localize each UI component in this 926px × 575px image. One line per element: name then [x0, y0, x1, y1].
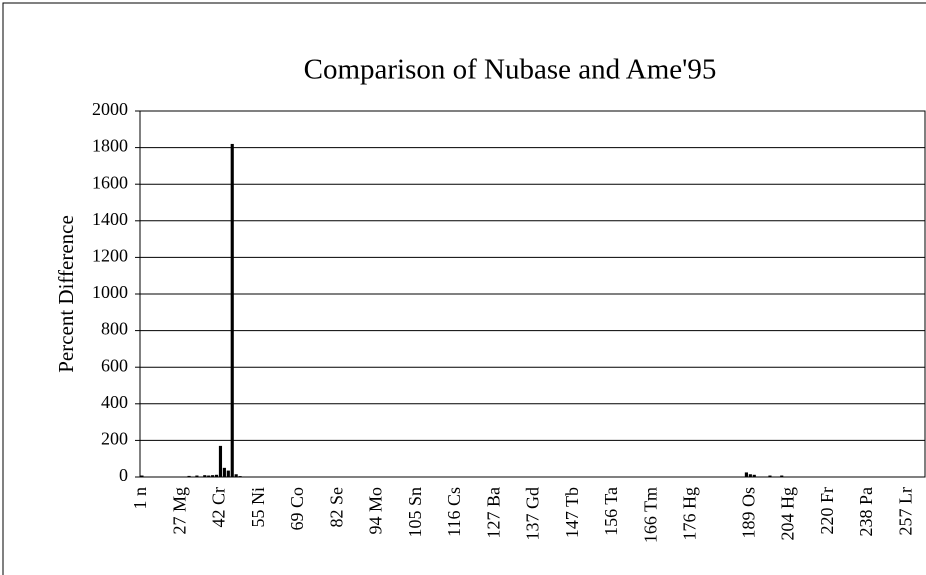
x-tick-label: 137 Gd: [523, 487, 543, 541]
x-tick-label: 176 Hg: [680, 487, 700, 541]
bar: [211, 475, 215, 477]
x-tick-label: 204 Hg: [778, 487, 798, 541]
bar: [744, 472, 748, 477]
y-tick-label: 600: [101, 355, 128, 375]
chart-title: Comparison of Nubase and Ame'95: [304, 54, 717, 86]
bar: [752, 474, 756, 477]
bar: [140, 475, 144, 477]
bar: [214, 474, 219, 477]
bar: [748, 474, 752, 477]
x-tick-label: 238 Pa: [856, 487, 876, 537]
x-tick-label: 156 Ta: [601, 487, 621, 536]
x-tick-label: 105 Sn: [405, 487, 425, 538]
bar: [768, 475, 772, 477]
x-tick-label: 220 Fr: [817, 487, 837, 535]
x-tick-label: 94 Mo: [366, 487, 386, 535]
y-tick-label: 1200: [92, 246, 128, 266]
y-tick-label: 400: [101, 392, 128, 412]
x-tick-label: 69 Co: [287, 487, 307, 531]
bar: [203, 475, 207, 477]
x-tick-label: 42 Cr: [209, 487, 229, 528]
x-tick-label: 127 Ba: [483, 487, 503, 539]
y-axis-label: Percent Difference: [54, 215, 78, 373]
x-tick-label: 82 Se: [326, 487, 346, 528]
x-tick-label: 1 n: [130, 487, 150, 510]
y-tick-label: 2000: [92, 99, 128, 119]
y-tick-label: 1000: [92, 282, 128, 302]
bar: [195, 475, 199, 477]
bar: [218, 445, 223, 477]
bar: [780, 475, 784, 477]
y-tick-label: 0: [119, 465, 128, 485]
x-tick-label: 189 Os: [738, 487, 758, 539]
y-tick-label: 1800: [92, 136, 128, 156]
y-tick-label: 800: [101, 319, 128, 339]
y-tick-label: 1400: [92, 209, 128, 229]
bar: [187, 475, 191, 477]
x-tick-label: 116 Cs: [444, 487, 464, 537]
x-tick-label: 55 Ni: [248, 487, 268, 528]
x-tick-label: 166 Tm: [640, 487, 660, 543]
bar: [230, 143, 234, 477]
bar: [207, 475, 211, 477]
x-tick-label: 257 Lr: [895, 487, 915, 536]
bar: [234, 474, 238, 477]
y-tick-label: 1600: [92, 172, 128, 192]
x-tick-label: 147 Tb: [562, 487, 582, 538]
bar: [238, 476, 242, 477]
bar: [226, 470, 230, 477]
y-tick-label: 200: [101, 429, 128, 449]
bar: [222, 467, 226, 477]
x-tick-label: 27 Mg: [169, 487, 189, 535]
